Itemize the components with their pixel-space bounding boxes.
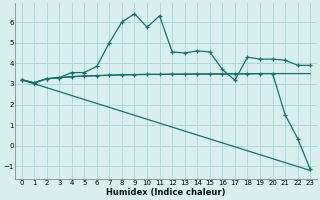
X-axis label: Humidex (Indice chaleur): Humidex (Indice chaleur) bbox=[106, 188, 226, 197]
